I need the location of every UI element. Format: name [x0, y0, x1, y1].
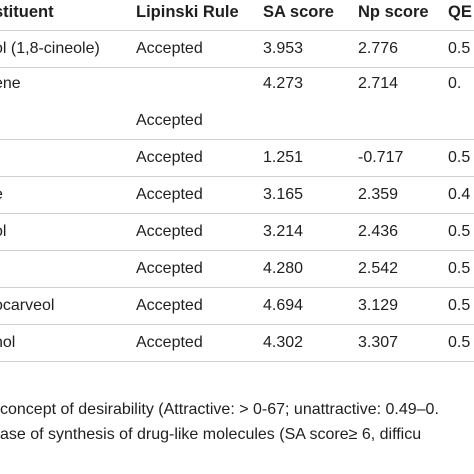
table-row: Accepted 4.280 2.542 0.5 [0, 250, 474, 288]
cell-constituent: - [0, 139, 136, 177]
header-sa-score: SA score [263, 3, 334, 21]
table-row: e Accepted 3.165 2.359 0.4 [0, 176, 474, 214]
table-row: - Accepted 1.251 -0.717 0.5 [0, 139, 474, 177]
cell-np-score: 2.542 [358, 250, 448, 288]
cell-lipinski: Accepted [136, 213, 263, 251]
cell-np-score: 3.307 [358, 324, 448, 362]
table-row: ol Accepted 3.214 2.436 0.5 [0, 213, 474, 251]
header-qed: QE [448, 3, 472, 21]
cell-qed: 0.5 [448, 324, 474, 362]
cell-qed: 0. [448, 67, 474, 140]
cell-constituent: ol [0, 213, 136, 251]
table-row: nol Accepted 4.302 3.307 0.5 [0, 324, 474, 362]
cell-sa-score: 3.165 [263, 176, 358, 214]
table-row: ene Accepted 4.273 2.714 0. [0, 67, 474, 140]
cell-np-score: 2.714 [358, 67, 448, 140]
cell-lipinski: Accepted [136, 287, 263, 325]
cell-sa-score: 4.302 [263, 324, 358, 362]
cell-qed: 0.4 [448, 176, 474, 214]
footnote-sa-score: ase of synthesis of drug-like molecules … [0, 426, 422, 443]
cell-qed: 0.5 [448, 30, 474, 68]
cell-qed: 0.5 [448, 287, 474, 325]
table-row: ocarveol Accepted 4.694 3.129 0.5 [0, 287, 474, 325]
druglikeness-table: stituent Lipinski Rule SA score Np score… [0, 0, 474, 362]
cell-lipinski: Accepted [136, 67, 263, 140]
cell-np-score: 2.436 [358, 213, 448, 251]
cell-np-score: -0.717 [358, 139, 448, 177]
cell-constituent: nol [0, 324, 136, 362]
cell-qed: 0.5 [448, 213, 474, 251]
cell-constituent: ocarveol [0, 287, 136, 325]
header-lipinski-rule: Lipinski Rule [136, 3, 239, 21]
cell-np-score: 2.776 [358, 30, 448, 68]
cell-lipinski: Accepted [136, 324, 263, 362]
cell-np-score: 3.129 [358, 287, 448, 325]
header-np-score: Np score [358, 3, 429, 21]
cell-constituent [0, 250, 136, 288]
cell-constituent: ol (1,8-cineole) [0, 30, 136, 68]
header-constituent: stituent [0, 3, 54, 21]
cell-sa-score: 3.953 [263, 30, 358, 68]
table-header-row: stituent Lipinski Rule SA score Np score… [0, 0, 474, 31]
cell-sa-score: 4.273 [263, 67, 358, 140]
footnote-desirability: concept of desirability (Attractive: > 0… [0, 401, 439, 418]
cell-constituent: ene [0, 67, 136, 140]
cell-sa-score: 4.694 [263, 287, 358, 325]
cell-sa-score: 3.214 [263, 213, 358, 251]
cell-sa-score: 4.280 [263, 250, 358, 288]
cell-sa-score: 1.251 [263, 139, 358, 177]
cell-lipinski: Accepted [136, 176, 263, 214]
cell-np-score: 2.359 [358, 176, 448, 214]
cell-qed: 0.5 [448, 139, 474, 177]
table-row: ol (1,8-cineole) Accepted 3.953 2.776 0.… [0, 30, 474, 68]
cell-lipinski: Accepted [136, 250, 263, 288]
cell-qed: 0.5 [448, 250, 474, 288]
cell-lipinski: Accepted [136, 139, 263, 177]
cell-lipinski: Accepted [136, 30, 263, 68]
cell-constituent: e [0, 176, 136, 214]
